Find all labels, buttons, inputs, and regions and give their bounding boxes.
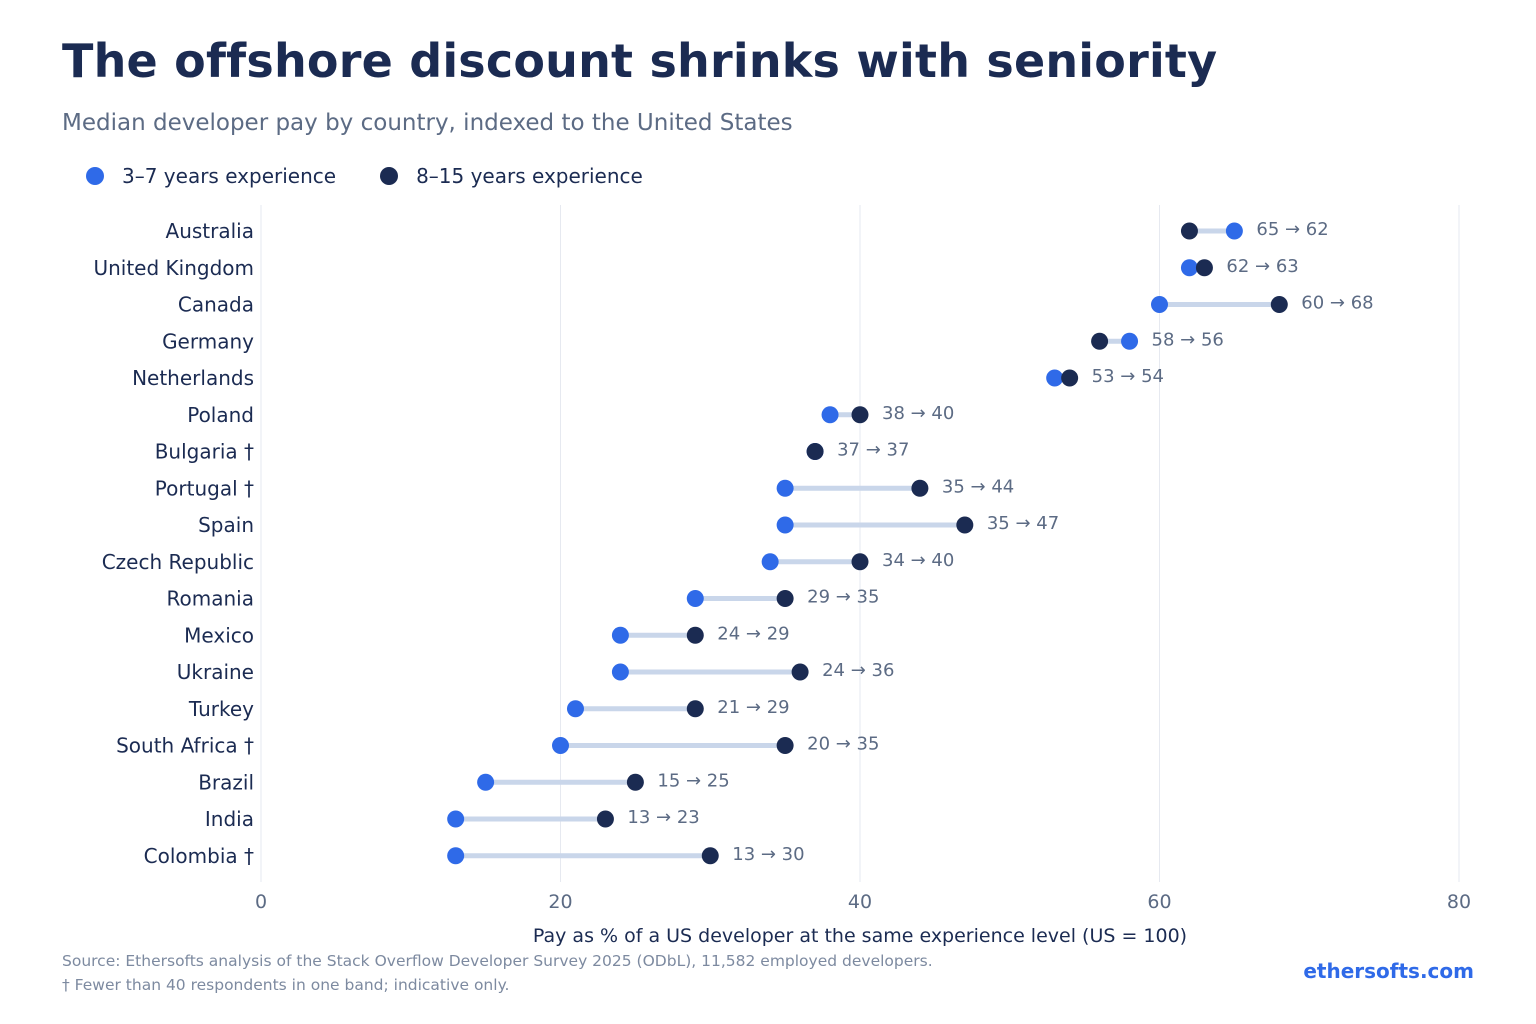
legend: 3–7 years experience 8–15 years experien… bbox=[86, 164, 687, 188]
value-label: 53 → 54 bbox=[1092, 366, 1164, 387]
value-label: 13 → 23 bbox=[627, 807, 699, 828]
category-label: Germany bbox=[162, 329, 254, 353]
x-axis-label: Pay as % of a US developer at the same e… bbox=[533, 925, 1187, 947]
category-label: Mexico bbox=[184, 623, 254, 647]
point-junior bbox=[477, 773, 495, 791]
category-label: Romania bbox=[167, 587, 254, 611]
value-label: 24 → 29 bbox=[717, 623, 789, 644]
point-junior bbox=[1225, 222, 1243, 240]
value-label: 35 → 44 bbox=[942, 476, 1014, 497]
value-label: 62 → 63 bbox=[1226, 256, 1298, 277]
point-senior bbox=[1061, 369, 1079, 387]
point-junior bbox=[686, 590, 704, 607]
value-label: 20 → 35 bbox=[807, 734, 879, 755]
value-label: 37 → 37 bbox=[837, 440, 909, 461]
value-label: 34 → 40 bbox=[882, 550, 954, 571]
value-label: 38 → 40 bbox=[882, 403, 954, 424]
category-label: Australia bbox=[166, 219, 254, 243]
category-label: Colombia † bbox=[144, 844, 254, 868]
brand-link[interactable]: ethersofts.com bbox=[1303, 959, 1474, 983]
point-junior bbox=[552, 737, 569, 754]
point-junior bbox=[1151, 296, 1168, 313]
point-senior bbox=[806, 443, 824, 460]
legend-label-senior: 8–15 years experience bbox=[416, 164, 643, 188]
value-label: 58 → 56 bbox=[1152, 329, 1224, 350]
category-label: India bbox=[205, 807, 254, 831]
category-label: United Kingdom bbox=[93, 256, 254, 280]
category-label: Bulgaria † bbox=[155, 440, 254, 464]
point-senior bbox=[851, 553, 869, 571]
point-senior bbox=[776, 590, 794, 607]
category-label: Brazil bbox=[198, 770, 254, 794]
category-label: Turkey bbox=[188, 697, 254, 721]
point-junior bbox=[1180, 259, 1198, 277]
category-label: Canada bbox=[178, 293, 254, 317]
point-junior bbox=[761, 553, 779, 571]
value-label: 24 → 36 bbox=[822, 660, 894, 681]
point-junior bbox=[447, 810, 465, 828]
point-senior bbox=[1195, 259, 1213, 277]
value-label: 65 → 62 bbox=[1256, 219, 1328, 240]
value-label: 15 → 25 bbox=[657, 770, 729, 791]
legend-label-junior: 3–7 years experience bbox=[122, 164, 337, 188]
category-label: Portugal † bbox=[155, 476, 254, 500]
x-tick-label: 20 bbox=[548, 891, 572, 913]
point-junior bbox=[611, 626, 629, 644]
value-label: 60 → 68 bbox=[1301, 293, 1373, 314]
point-senior bbox=[776, 737, 794, 754]
legend-item-senior: 8–15 years experience bbox=[380, 164, 643, 188]
point-senior bbox=[911, 479, 929, 497]
source-note: Source: Ethersofts analysis of the Stack… bbox=[62, 952, 933, 970]
point-junior bbox=[821, 406, 839, 424]
x-tick-label: 80 bbox=[1447, 891, 1471, 913]
point-senior bbox=[1270, 296, 1288, 313]
point-junior bbox=[447, 847, 465, 865]
value-label: 35 → 47 bbox=[987, 513, 1059, 534]
category-label: Spain bbox=[198, 513, 254, 537]
category-label: Poland bbox=[187, 403, 254, 427]
chart-title: The offshore discount shrinks with senio… bbox=[62, 34, 1218, 88]
point-senior bbox=[686, 626, 704, 644]
dagger-note: † Fewer than 40 respondents in one band;… bbox=[62, 976, 510, 994]
legend-marker-senior bbox=[380, 167, 399, 185]
value-label: 29 → 35 bbox=[807, 587, 879, 608]
point-senior bbox=[596, 810, 614, 828]
point-senior bbox=[956, 516, 974, 534]
point-senior bbox=[1091, 332, 1109, 350]
point-senior bbox=[626, 773, 644, 791]
category-label: Ukraine bbox=[177, 660, 254, 684]
footer-notes: Source: Ethersofts analysis of the Stack… bbox=[62, 949, 933, 997]
category-label: South Africa † bbox=[116, 734, 254, 758]
point-senior bbox=[1180, 222, 1198, 240]
value-label: 21 → 29 bbox=[717, 697, 789, 718]
x-tick-label: 60 bbox=[1147, 891, 1171, 913]
point-junior bbox=[776, 516, 794, 534]
point-junior bbox=[1121, 332, 1139, 350]
point-junior bbox=[566, 700, 584, 718]
category-label: Netherlands bbox=[132, 366, 254, 390]
legend-item-junior: 3–7 years experience bbox=[86, 164, 336, 188]
point-senior bbox=[701, 847, 719, 865]
legend-marker-junior bbox=[86, 167, 104, 185]
x-tick-label: 0 bbox=[255, 891, 267, 913]
x-tick-label: 40 bbox=[848, 891, 872, 913]
point-junior bbox=[776, 479, 794, 497]
point-senior bbox=[686, 700, 704, 718]
point-senior bbox=[791, 663, 809, 681]
point-junior bbox=[1046, 369, 1064, 387]
value-label: 13 → 30 bbox=[732, 844, 804, 865]
point-senior bbox=[851, 406, 869, 424]
point-junior bbox=[611, 663, 629, 681]
category-label: Czech Republic bbox=[102, 550, 254, 574]
chart-subtitle: Median developer pay by country, indexed… bbox=[62, 110, 793, 136]
